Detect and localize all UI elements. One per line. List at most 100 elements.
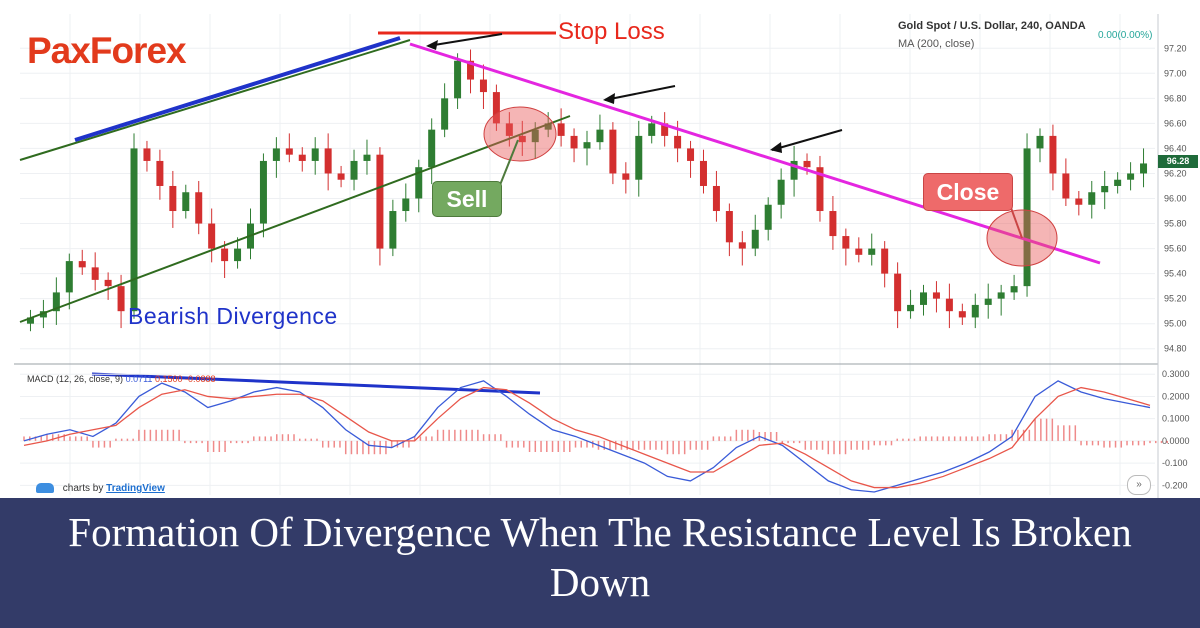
price-tick-label: 96.60 [1164, 118, 1187, 128]
arrow-2 [604, 85, 676, 101]
blue-trend-line-price [74, 36, 401, 142]
macd-label: MACD (12, 26, close, 9) 0.0711 0.1500 -0… [27, 374, 216, 384]
last-price-tag: 96.28 [1158, 155, 1198, 168]
price-tick-label: 95.40 [1164, 269, 1187, 279]
candle-body [415, 167, 423, 199]
candle-body [1114, 179, 1122, 186]
candle-body [764, 204, 772, 230]
grid [20, 14, 1155, 495]
macd-panel: 0.3000 0.2000 0.1000 0.0000 -0.100 -0.200 [20, 369, 1190, 493]
candle-body [984, 298, 992, 305]
candle-body [117, 286, 125, 312]
candle-body [78, 261, 86, 268]
price-tick-label: 97.00 [1164, 68, 1187, 78]
candle-body [337, 173, 345, 180]
candle-body [648, 123, 656, 136]
price-tick-label: 95.80 [1164, 219, 1187, 229]
candle-body [169, 185, 177, 212]
candle-body [143, 148, 151, 161]
candle-body [518, 135, 526, 143]
candle-body [971, 304, 979, 318]
candle-body [751, 229, 759, 249]
blue-trend-line-macd [91, 372, 541, 395]
candle-body [234, 248, 242, 262]
candle-body [298, 154, 306, 161]
candle-body [505, 123, 513, 136]
candle-body [130, 148, 138, 312]
candle-body [182, 192, 190, 212]
price-tick-label: 96.40 [1164, 143, 1187, 153]
candle-body [285, 148, 293, 155]
banner-title: Formation Of Divergence When The Resista… [68, 509, 1132, 605]
candle-body [920, 292, 928, 305]
tradingview-link[interactable]: TradingView [106, 483, 165, 494]
candle-body [104, 279, 112, 287]
sell-label: Sell [432, 181, 502, 217]
candle-body [712, 185, 720, 212]
candle-body [738, 242, 746, 249]
candle-body [932, 292, 940, 299]
candle-body [1010, 286, 1018, 293]
candle-body [1140, 163, 1148, 174]
candle-body [467, 60, 475, 80]
candle-body [454, 60, 462, 99]
price-chart-svg: 0.3000 0.2000 0.1000 0.0000 -0.100 -0.200 97.… [14, 14, 1190, 498]
candle-body [1075, 198, 1083, 205]
candle-body [855, 248, 863, 255]
price-tick-label: 96.80 [1164, 93, 1187, 103]
candle-body [1062, 173, 1070, 199]
candle-body [803, 160, 811, 168]
macd-tick-label: 0.2000 [1162, 391, 1190, 401]
candle-body [26, 317, 34, 324]
macd-tick-label: 0.1000 [1162, 414, 1190, 424]
candle-body [622, 173, 630, 180]
candle-body [441, 98, 449, 130]
candle-body [609, 129, 617, 174]
macd-tick-label: 0.3000 [1162, 369, 1190, 379]
price-tick-label: 95.60 [1164, 244, 1187, 254]
annotation-lines [14, 31, 1158, 395]
candle-body [945, 298, 953, 312]
candle-body [428, 129, 436, 168]
candle-body [596, 129, 604, 143]
candle-body [479, 79, 487, 93]
sell-ellipse [483, 106, 557, 162]
change-readout: 0.00(0.00%) [1098, 30, 1153, 41]
candle-body [958, 311, 966, 318]
macd-tick-label: -0.200 [1162, 480, 1188, 490]
macd-tick-label: -0.100 [1162, 458, 1188, 468]
candle-body [311, 148, 319, 161]
candle-body [881, 248, 889, 274]
close-label: Close [923, 173, 1013, 211]
title-banner [0, 498, 1200, 628]
candle-body [725, 211, 733, 243]
candle-body [389, 211, 397, 249]
price-axis: 97.20 97.00 96.80 96.60 96.40 96.20 96.00 95.80… [1157, 14, 1187, 498]
candle-body [402, 198, 410, 212]
price-tick-label: 95.20 [1164, 294, 1187, 304]
macd-line [23, 380, 1151, 493]
candle-body [1023, 148, 1031, 287]
scroll-right-button[interactable]: » [1127, 475, 1151, 495]
candle-body [699, 160, 707, 186]
symbol-title: Gold Spot / U.S. Dollar, 240, OANDA [898, 20, 1086, 32]
chart-area: 0.3000 0.2000 0.1000 0.0000 -0.100 -0.200 97.… [14, 14, 1198, 498]
candle-body [221, 248, 229, 262]
upper-channel-line [19, 39, 411, 161]
candle-body [1088, 192, 1096, 205]
arrow-1 [427, 33, 503, 47]
candle-body [674, 135, 682, 149]
price-tick-label: 94.80 [1164, 344, 1187, 354]
candle-body [65, 261, 73, 293]
candle-body [816, 167, 824, 212]
bearish-divergence-label: Bearish Divergence [128, 303, 338, 329]
resistance-line [409, 42, 1101, 265]
tradingview-cloud-icon [36, 483, 54, 494]
candle-body [1127, 173, 1135, 180]
candle-body [661, 123, 669, 136]
price-tick-label: 97.20 [1164, 43, 1187, 53]
candle-body [570, 135, 578, 149]
indicator-label: MA (200, close) [898, 38, 975, 50]
candle-body [259, 160, 267, 224]
macd-tick-label: 0.0000 [1162, 436, 1190, 446]
